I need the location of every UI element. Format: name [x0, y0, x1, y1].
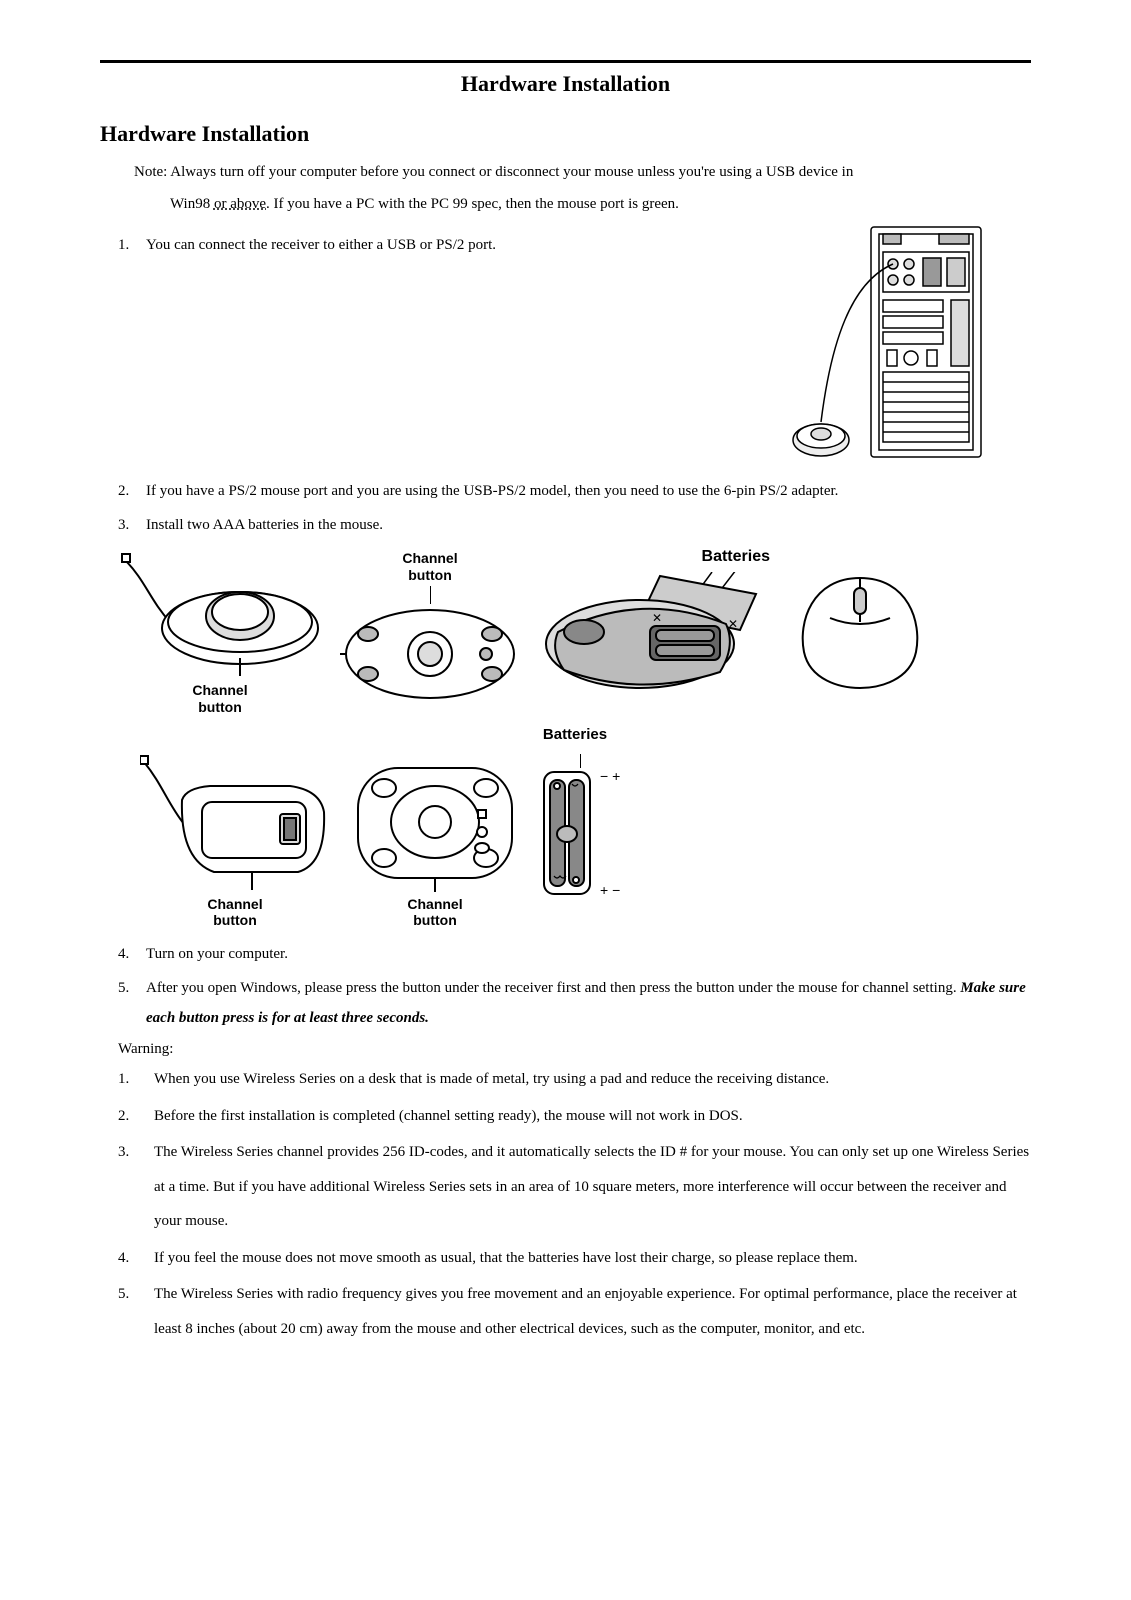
- computer-diagram: [791, 222, 991, 472]
- receiver-variant2-diagram: Channel button: [140, 754, 330, 930]
- warning-list: When you use Wireless Series on a desk t…: [118, 1062, 1031, 1346]
- note-line2-underlined: or above: [214, 196, 266, 212]
- channel-button-label-2: Channel button: [402, 550, 457, 584]
- mouse-open-diagram: Batteries ✕ ✕: [540, 572, 770, 692]
- diagram-row-2: Channel button: [140, 754, 1031, 930]
- step-5: After you open Windows, please press the…: [118, 973, 1031, 1033]
- note-line2a: Win98: [170, 196, 214, 212]
- step-1-text: You can connect the receiver to either a…: [146, 230, 771, 260]
- warning-5: The Wireless Series with radio frequency…: [118, 1277, 1031, 1346]
- section-subtitle: Hardware Installation: [100, 121, 1031, 147]
- batteries-label-1: Batteries: [702, 548, 770, 566]
- warning-2: Before the first installation is complet…: [118, 1099, 1031, 1134]
- note-prefix: Note:: [134, 164, 170, 180]
- warning-3: The Wireless Series channel provides 256…: [118, 1135, 1031, 1239]
- battery-compartment-diagram: − + + −: [540, 754, 620, 898]
- diagram-row-1: Channel button Channel button: [120, 550, 1031, 716]
- channel-button-label-3: Channel button: [207, 896, 262, 930]
- receiver-square-bottom-diagram: Channel button: [350, 754, 520, 930]
- install-steps: You can connect the receiver to either a…: [118, 230, 1031, 540]
- batteries-label-2: Batteries: [543, 726, 607, 744]
- step-2: If you have a PS/2 mouse port and you ar…: [118, 476, 1031, 506]
- step-5-text: After you open Windows, please press the…: [146, 980, 957, 996]
- step-3: Install two AAA batteries in the mouse.: [118, 510, 1031, 540]
- note-block: Note: Always turn off your computer befo…: [134, 157, 1031, 220]
- warning-heading: Warning:: [118, 1041, 1031, 1058]
- receiver-side-diagram: Channel button: [120, 550, 320, 716]
- step-1: You can connect the receiver to either a…: [118, 230, 1031, 472]
- pointer-line-2: [580, 754, 581, 768]
- svg-text:✕: ✕: [728, 617, 738, 631]
- channel-button-label-4: Channel button: [407, 896, 462, 930]
- polarity-bottom: + −: [600, 882, 620, 898]
- warning-1: When you use Wireless Series on a desk t…: [118, 1062, 1031, 1097]
- mouse-top-diagram: [790, 572, 930, 692]
- step-4: Turn on your computer.: [118, 939, 1031, 969]
- note-line2b: . If you have a PC with the PC 99 spec, …: [266, 196, 679, 212]
- svg-text:✕: ✕: [652, 611, 662, 625]
- channel-button-label-1: Channel button: [192, 682, 247, 716]
- install-steps-cont: Turn on your computer. After you open Wi…: [118, 939, 1031, 1033]
- note-line1: Always turn off your computer before you…: [170, 164, 853, 180]
- polarity-top: − +: [600, 768, 620, 784]
- top-rule: [100, 60, 1031, 63]
- warning-4: If you feel the mouse does not move smoo…: [118, 1241, 1031, 1276]
- receiver-bottom-diagram: Channel button: [340, 550, 520, 704]
- pointer-line: [430, 586, 431, 604]
- page-title: Hardware Installation: [100, 71, 1031, 97]
